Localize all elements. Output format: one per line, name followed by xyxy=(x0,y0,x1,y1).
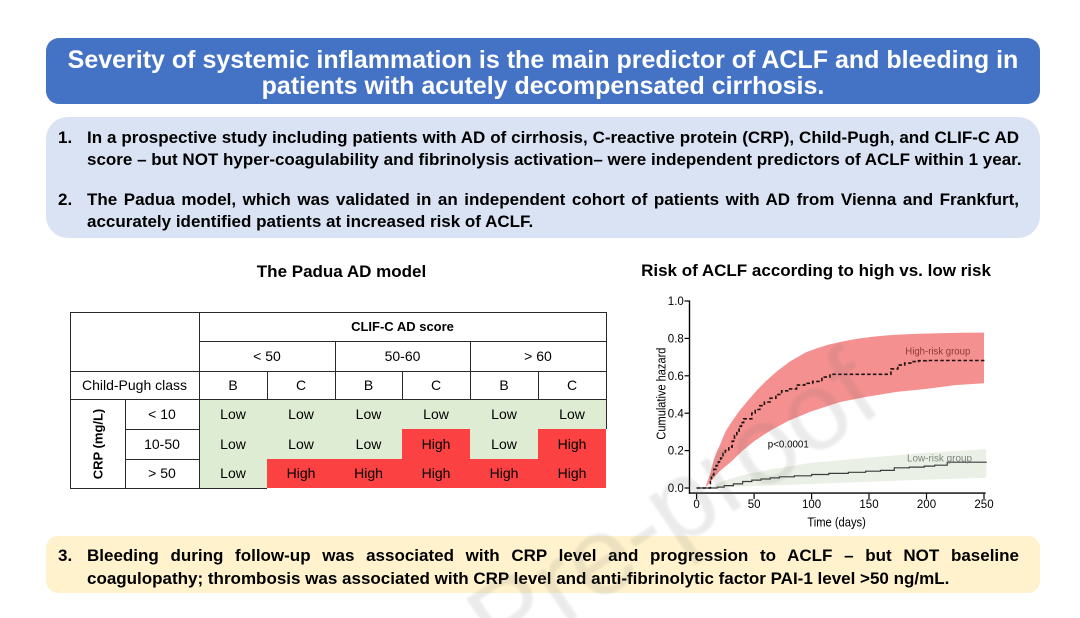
svg-text:200: 200 xyxy=(917,499,936,511)
svg-text:150: 150 xyxy=(859,499,878,511)
svg-text:250: 250 xyxy=(974,499,993,511)
svg-text:Low-risk group: Low-risk group xyxy=(907,454,972,465)
svg-text:0: 0 xyxy=(693,499,699,511)
svg-text:0.8: 0.8 xyxy=(668,334,684,346)
svg-text:Cumulative hazard: Cumulative hazard xyxy=(655,348,669,440)
svg-text:100: 100 xyxy=(802,499,821,511)
svg-text:1.0: 1.0 xyxy=(668,296,684,308)
svg-text:0.2: 0.2 xyxy=(668,446,684,458)
svg-text:0.6: 0.6 xyxy=(668,371,684,383)
svg-text:0.4: 0.4 xyxy=(668,408,685,420)
svg-text:50: 50 xyxy=(748,499,761,511)
svg-text:0.0: 0.0 xyxy=(668,483,684,495)
svg-text:Time (days): Time (days) xyxy=(807,516,866,530)
svg-text:p<0.0001: p<0.0001 xyxy=(768,439,809,450)
svg-text:Journal Pre-proof: Journal Pre-proof xyxy=(119,326,899,618)
svg-text:High-risk group: High-risk group xyxy=(905,347,970,358)
